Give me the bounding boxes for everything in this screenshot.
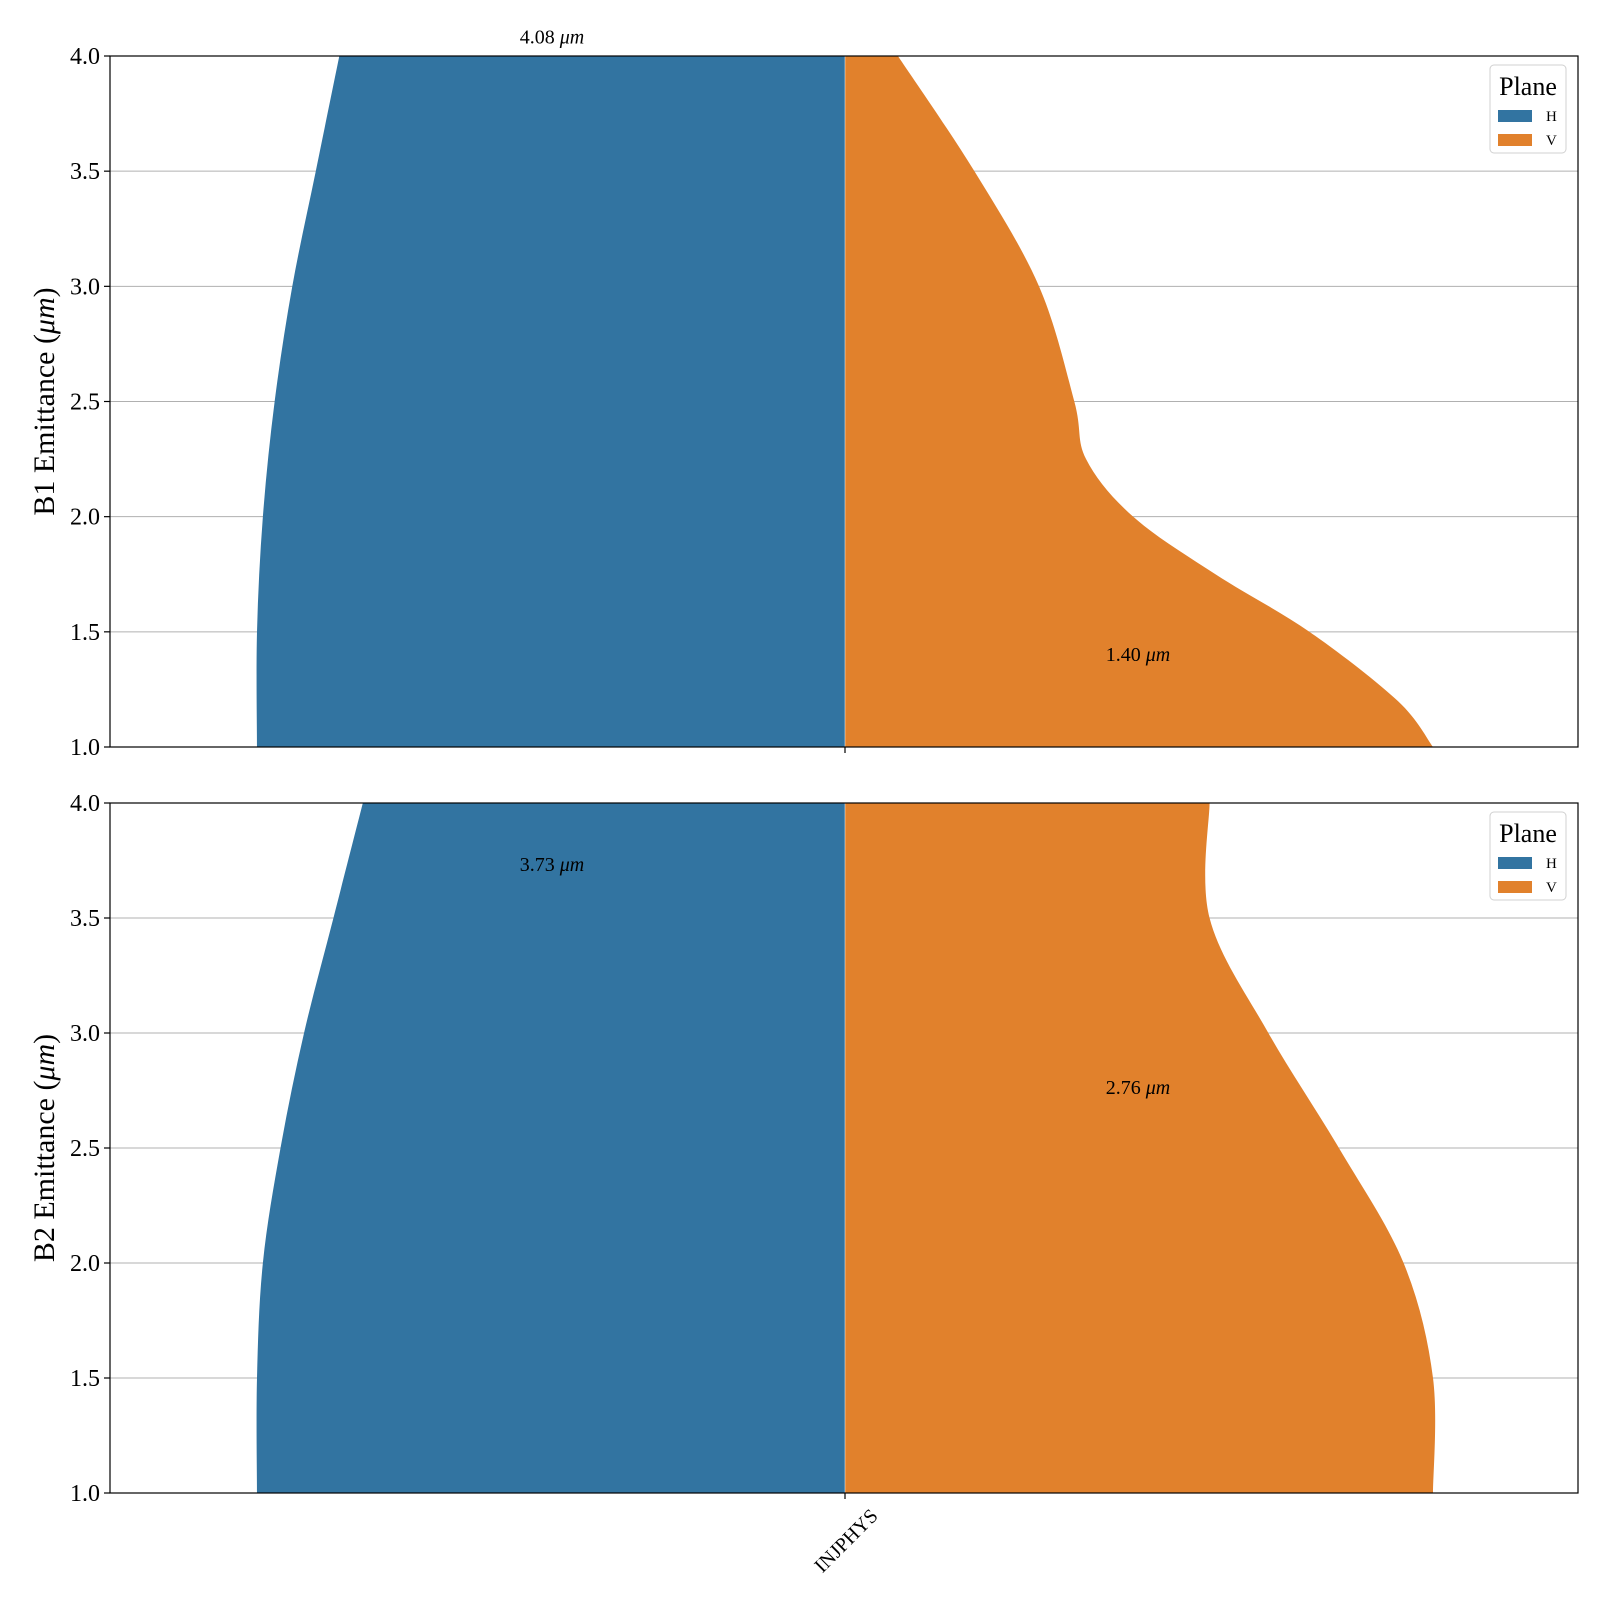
y-tick-label: 1.5	[70, 1366, 100, 1392]
annotation-v: 2.76 μm	[1106, 1077, 1170, 1099]
y-tick-label: 2.5	[70, 390, 100, 416]
legend-label-h: H	[1546, 109, 1557, 125]
violin-half-v	[845, 56, 1433, 747]
axes-frame	[109, 802, 1579, 1494]
y-tick-label: 4.0	[70, 791, 100, 817]
legend-swatch-h	[1498, 857, 1532, 869]
y-tick-label: 2.0	[70, 505, 100, 531]
y-tick-label: 2.0	[70, 1251, 100, 1277]
legend-swatch-h	[1498, 110, 1532, 122]
y-tick-label: 3.5	[70, 906, 100, 932]
x-category-label: INJPHYS	[810, 1505, 882, 1577]
legend: Plane HV	[1489, 811, 1567, 901]
legend: Plane HV	[1489, 64, 1567, 154]
y-tick-label: 3.0	[70, 274, 100, 300]
y-tick-label: 1.0	[70, 1481, 100, 1507]
legend-box	[1489, 811, 1567, 901]
y-tick-label: 2.5	[70, 1136, 100, 1162]
legend-title: Plane	[1499, 819, 1557, 848]
y-tick-label: 1.0	[70, 735, 100, 761]
violin-half-h	[256, 56, 845, 747]
annotation-v: 1.40 μm	[1106, 644, 1170, 666]
legend-swatch-v	[1498, 881, 1532, 893]
legend-label-v: V	[1546, 880, 1557, 896]
y-axis-label: B1 Emittance (μm)	[28, 287, 61, 515]
annotation-h: 4.08 μm	[520, 27, 584, 49]
y-axis-label: B2 Emittance (μm)	[28, 1034, 61, 1262]
legend-swatch-v	[1498, 134, 1532, 146]
axes-frame	[109, 55, 1579, 748]
legend-label-h: H	[1546, 856, 1557, 872]
violin-half-v	[845, 803, 1436, 1493]
panel-1: 1.0 1.5 2.0 2.5 3.0 3.5 4.0 4.08 μm 1.40 μm B1 Em…	[28, 27, 1579, 761]
annotation-h: 3.73 μm	[520, 854, 584, 876]
legend-title: Plane	[1499, 72, 1557, 101]
panel-2: 1.0 1.5 2.0 2.5 3.0 3.5 4.0 3.73 μm 2.76 μm B2 Em…	[28, 791, 1579, 1577]
y-tick-label: 1.5	[70, 620, 100, 646]
y-tick-label: 4.0	[70, 44, 100, 70]
y-tick-label: 3.5	[70, 159, 100, 185]
legend-box	[1489, 64, 1567, 154]
y-tick-label: 3.0	[70, 1021, 100, 1047]
legend-label-v: V	[1546, 133, 1557, 149]
violin-half-h	[256, 803, 845, 1493]
